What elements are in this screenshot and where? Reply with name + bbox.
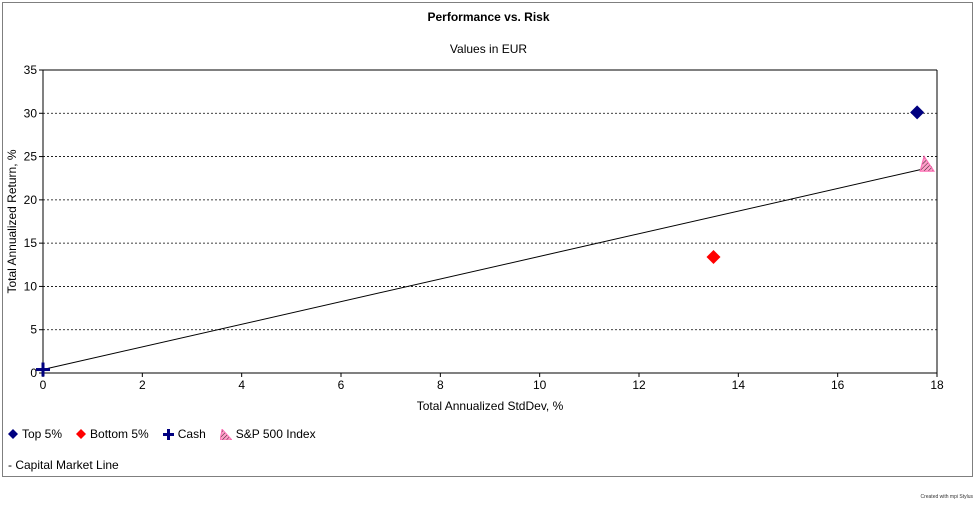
legend-item-capital-market-line: - Capital Market Line [8,458,119,472]
chart-frame [2,2,973,477]
legend: Top 5% Bottom 5% Cash S&P 500 Index [8,427,316,441]
x-tick-label: 2 [139,378,146,392]
x-tick-label: 14 [732,378,746,392]
x-tick-label: 8 [437,378,444,392]
credit-text: Created with mpi Stylus [920,494,973,500]
y-tick-label: 0 [30,366,37,380]
chart-subtitle: Values in EUR [449,42,528,56]
plus-icon [162,428,174,440]
legend-item-sp500: S&P 500 Index [219,427,316,441]
y-tick-label: 10 [24,279,38,293]
legend-item-cash: Cash [162,427,206,441]
data-point-triangle [919,155,936,172]
x-tick-label: 4 [238,378,245,392]
data-point-diamond [910,105,925,120]
chart-title: Performance vs. Risk [427,10,550,24]
scatter-chart: 0 5 10 15 20 25 30 35 0 2 4 6 8 10 12 14 16 18 Total Annu… [5,63,944,413]
legend-label: Bottom 5% [90,427,149,441]
y-tick-label: 35 [24,63,38,77]
legend-label: Cash [177,427,206,441]
capital-market-line [42,166,933,371]
y-tick-label: 15 [24,236,38,250]
legend-label: S&P 500 Index [235,427,316,441]
hatched-triangle-icon [219,428,232,440]
x-tick-label: 6 [338,378,345,392]
legend-label: Top 5% [22,427,63,441]
y-tick-label: 25 [24,150,38,164]
navy-diamond-icon [8,429,18,439]
x-tick-label: 18 [930,378,944,392]
x-tick-label: 12 [632,378,646,392]
y-tick-label: 30 [24,106,38,120]
x-axis-label: Total Annualized StdDev, % [417,399,564,413]
x-tick-label: 0 [40,378,47,392]
data-point-diamond [706,249,721,264]
red-diamond-icon [76,429,87,439]
legend-item-bottom5: Bottom 5% [76,427,149,441]
legend-item-top5: Top 5% [8,427,62,441]
data-point-plus [36,362,50,377]
y-tick-label: 20 [24,193,38,207]
x-tick-label: 16 [831,378,845,392]
y-axis-label: Total Annualized Return, % [5,149,19,293]
y-tick-label: 5 [30,323,37,337]
x-tick-label: 10 [533,378,547,392]
